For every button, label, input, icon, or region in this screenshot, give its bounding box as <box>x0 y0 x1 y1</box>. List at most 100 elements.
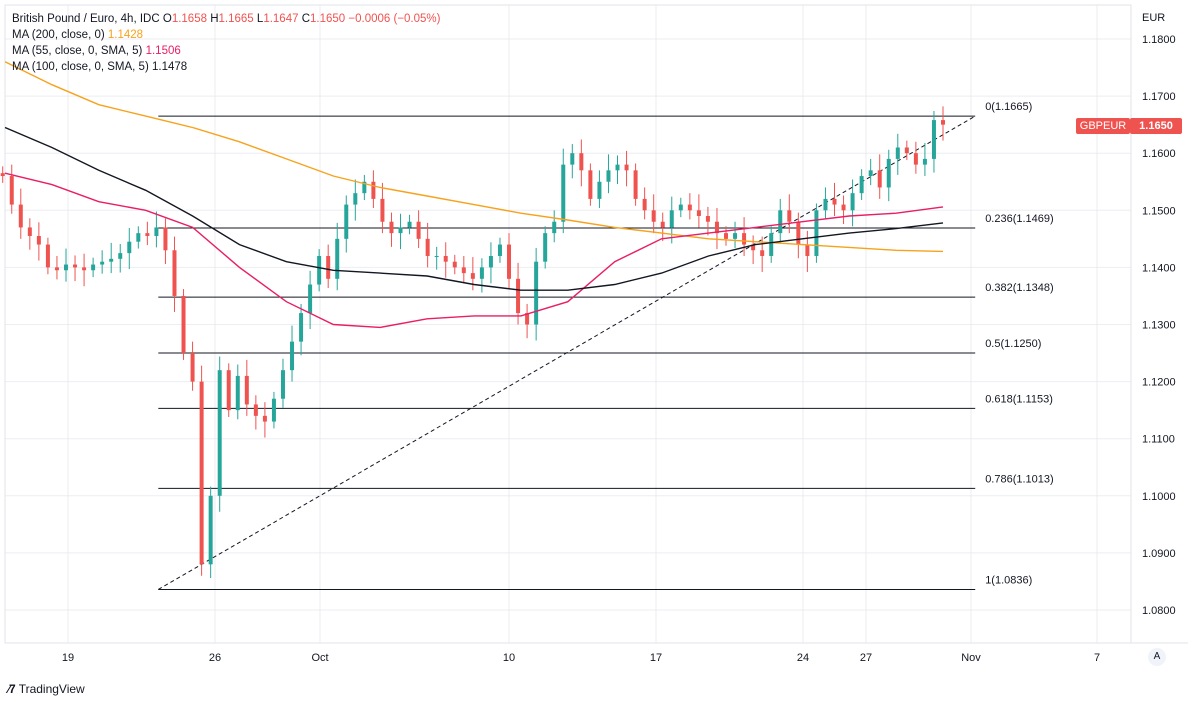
legend-title: British Pound / Euro, 4h, IDC <box>12 13 160 25</box>
candle-body <box>931 120 936 159</box>
x-tick-label: 19 <box>62 652 74 664</box>
candle-body <box>687 204 692 211</box>
tradingview-logo-icon: ⁄7 <box>8 682 16 696</box>
x-tick-label: 7 <box>1094 652 1100 664</box>
candle-body <box>443 255 448 262</box>
candle-body <box>769 233 774 256</box>
legend-ma200-row[interactable]: MA (200, close, 0) 1.1428 <box>12 27 440 43</box>
candle-body <box>398 227 403 234</box>
candle-body <box>452 261 457 268</box>
candle-body <box>63 264 68 271</box>
candle-body <box>543 233 548 262</box>
y-tick-label: 1.1400 <box>1142 262 1176 274</box>
candle-body <box>832 198 837 205</box>
candle-body <box>733 233 738 239</box>
candle-body <box>805 244 810 256</box>
fib-level-label: 1(1.0836) <box>985 574 1032 586</box>
candle-body <box>371 181 376 199</box>
candle-body <box>344 204 349 239</box>
candle-body <box>525 313 530 325</box>
candle-body <box>407 221 412 228</box>
fib-level-label: 0.5(1.1250) <box>985 338 1041 350</box>
y-tick-label: 1.0800 <box>1142 605 1176 617</box>
candle-body <box>262 415 267 422</box>
candle-body <box>434 255 439 257</box>
price-axis[interactable]: 1.0800 1.0900 1.1000 1.1100 1.1200 1.1300 1.14… <box>1142 34 1176 617</box>
candle-body <box>497 244 502 256</box>
candle-body <box>904 147 909 154</box>
candle-body <box>290 341 295 371</box>
y-tick-label: 1.1800 <box>1142 34 1176 46</box>
ma200-label: MA (200, close, 0) <box>12 29 105 41</box>
brand-name: TradingView <box>18 682 85 696</box>
candle-body <box>118 253 123 259</box>
candle-body <box>588 170 593 199</box>
candle-body <box>27 227 32 236</box>
candle-body <box>868 170 873 177</box>
candle-body <box>823 198 828 211</box>
close-label: C <box>301 13 311 25</box>
candle-body <box>253 404 258 416</box>
candle-body <box>796 221 801 245</box>
candle-body <box>145 233 150 236</box>
candle-body <box>579 153 584 171</box>
ma55-label: MA (55, close, 0, SMA, 5) <box>12 45 143 57</box>
candle-body <box>696 210 701 217</box>
open-label: O <box>162 13 172 25</box>
x-tick-label: 17 <box>650 652 662 664</box>
candle-body <box>299 313 304 342</box>
candle-body <box>660 221 665 228</box>
candle-body <box>913 153 918 165</box>
tradingview-brand[interactable]: ⁄7 TradingView <box>8 682 85 696</box>
auto-scale-button[interactable]: A <box>1148 648 1166 666</box>
candle-body <box>470 273 475 279</box>
candle-body <box>886 158 891 188</box>
candle-body <box>54 267 59 271</box>
ma100-line <box>4 126 944 291</box>
legend-ma55-row[interactable]: MA (55, close, 0, SMA, 5) 1.1506 <box>12 43 440 59</box>
candle-body <box>516 278 521 314</box>
candle-body <box>208 495 213 565</box>
candle-body <box>597 181 602 199</box>
x-tick-label: 24 <box>797 652 809 664</box>
ma100-value: 1.1478 <box>151 61 188 73</box>
candle-body <box>669 210 674 228</box>
candle-body <box>941 120 945 125</box>
candle-body <box>642 198 647 211</box>
candle-body <box>624 164 629 171</box>
x-tick-label: Nov <box>961 652 981 664</box>
candle-body <box>353 193 358 205</box>
candle-body <box>0 173 5 177</box>
candle-body <box>760 250 765 256</box>
candle-body <box>100 261 105 265</box>
candle-body <box>217 370 222 496</box>
candle-body <box>859 176 864 194</box>
candle-body <box>751 244 756 251</box>
candle-body <box>18 204 23 228</box>
ma200-value: 1.1428 <box>107 29 144 41</box>
candle-body <box>181 295 186 354</box>
ma100-label: MA (100, close, 0, SMA, 5) <box>12 61 149 73</box>
y-tick-label: 1.1000 <box>1142 491 1176 503</box>
candle-body <box>787 210 792 222</box>
fib-level-label: 0(1.1665) <box>985 101 1032 113</box>
ma55-line <box>4 172 944 329</box>
fib-level-label: 0.236(1.1469) <box>985 213 1053 225</box>
legend-ohlc-row: British Pound / Euro, 4h, IDC O1.1658 H1… <box>12 11 440 27</box>
y-tick-label: 1.1500 <box>1142 205 1176 217</box>
candle-body <box>850 193 855 211</box>
currency-label: EUR <box>1142 12 1166 24</box>
candle-body <box>199 381 204 565</box>
candle-body <box>172 250 177 296</box>
legend-ma100-row[interactable]: MA (100, close, 0, SMA, 5) 1.1478 <box>12 59 440 75</box>
low-label: L <box>256 13 264 25</box>
x-tick-label: Oct <box>311 652 328 664</box>
fib-level-label: 0.618(1.1153) <box>985 393 1053 405</box>
candle-body <box>226 370 231 411</box>
high-label: H <box>210 13 219 25</box>
ma55-value: 1.1506 <box>145 45 181 57</box>
x-tick-label: 27 <box>860 652 872 664</box>
candle-body <box>714 221 719 234</box>
time-axis[interactable]: 19 26 Oct 10 17 24 27 Nov 7 <box>62 652 1100 664</box>
